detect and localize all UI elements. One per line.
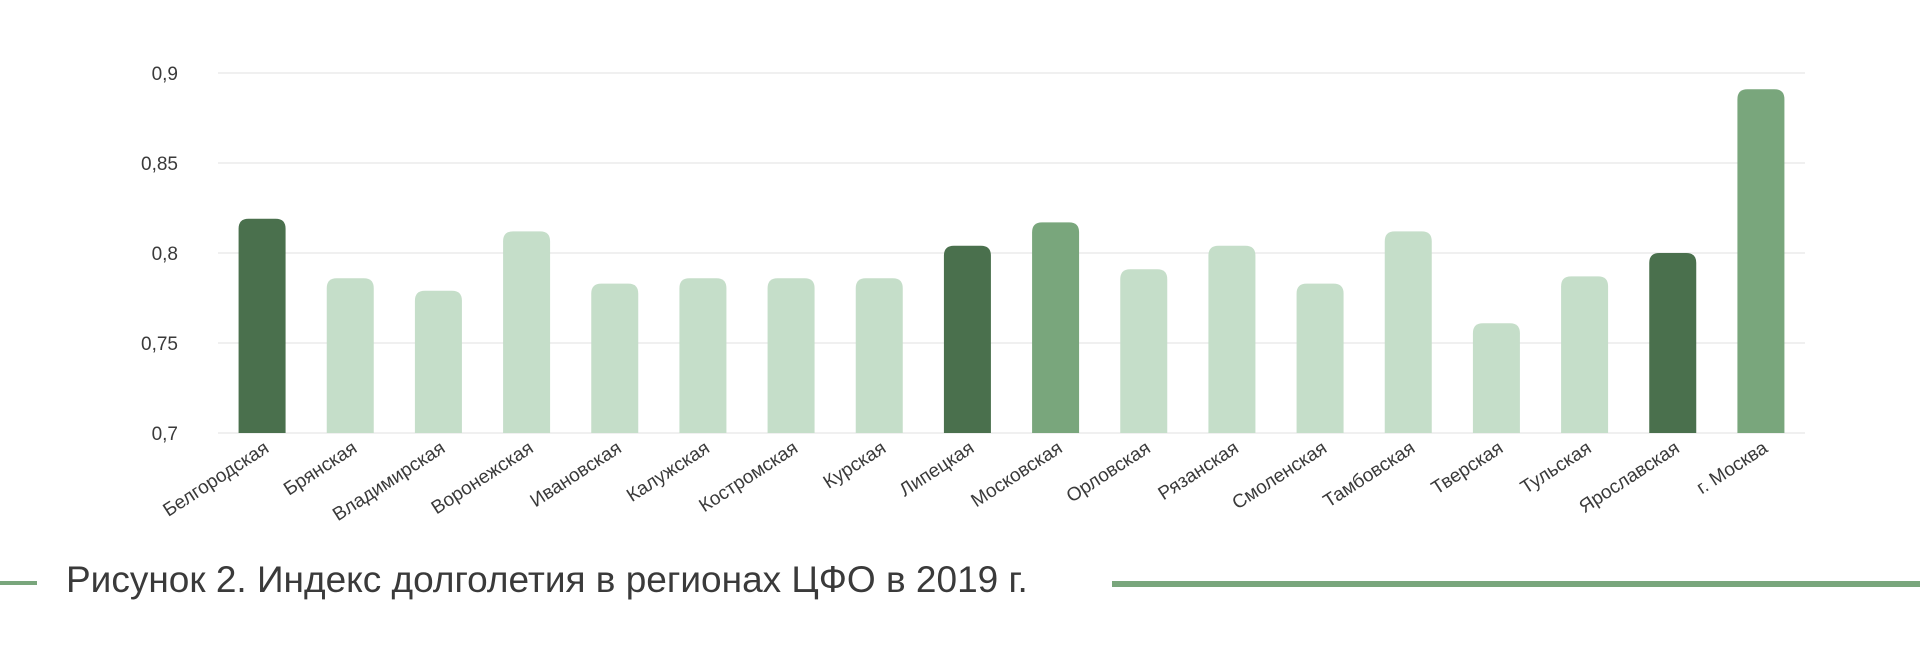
bar	[855, 278, 903, 433]
figure-caption: Рисунок 2. Индекс долголетия в регионах …	[0, 553, 1920, 607]
caption-text: Рисунок 2. Индекс долголетия в регионах …	[66, 559, 1028, 600]
caption-rule-left	[0, 581, 37, 585]
x-tick-label: Липецкая	[896, 438, 978, 502]
bar	[1649, 253, 1697, 433]
y-tick-label: 0,7	[152, 424, 178, 445]
bar	[1737, 89, 1785, 433]
x-tick-label: г. Москва	[1693, 437, 1772, 498]
bar	[1208, 245, 1256, 433]
bar	[1384, 231, 1432, 433]
gridlines	[218, 72, 1805, 434]
bar	[1032, 222, 1080, 433]
bar	[591, 283, 639, 433]
x-tick-label: Рязанская	[1155, 438, 1243, 505]
y-tick-label: 0,75	[141, 334, 178, 355]
y-tick-label: 0,85	[141, 154, 178, 175]
bar	[1472, 323, 1520, 433]
bar	[414, 290, 462, 433]
x-tick-label: Ярославская	[1576, 438, 1684, 518]
bar	[1561, 276, 1609, 433]
x-tick-label: Ивановская	[527, 438, 626, 512]
bar	[238, 218, 286, 433]
x-tick-label: Курская	[820, 438, 890, 494]
x-tick-label: Брянская	[280, 438, 361, 501]
x-tick-label: Тверская	[1428, 438, 1507, 500]
x-tick-label: Тульская	[1517, 438, 1595, 499]
x-tick-label: Смоленская	[1229, 438, 1331, 515]
bar	[1120, 269, 1168, 433]
bar	[767, 278, 815, 433]
y-tick-label: 0,8	[152, 244, 178, 265]
caption-rule-right	[1112, 581, 1920, 587]
x-tick-label: Орловская	[1063, 438, 1155, 508]
x-tick-label: Костромская	[695, 438, 801, 517]
x-tick-label: Белгородская	[159, 438, 272, 522]
bar	[679, 278, 727, 433]
bar	[326, 278, 374, 433]
bar	[943, 245, 991, 433]
bar	[1296, 283, 1344, 433]
x-axis-labels: Белгородская БрянскаяВладимирскаяВоронежс…	[159, 437, 1771, 525]
y-tick-label: 0,9	[152, 64, 178, 85]
y-axis-ticks: 0,7 0,75 0,8 0,85 0,9	[141, 64, 178, 445]
bar-chart: 0,7 0,75 0,8 0,85 0,9 Белгородская БрянскаяВл…	[141, 64, 1805, 526]
x-tick-label: Тамбовская	[1320, 438, 1419, 513]
bars	[238, 89, 1785, 433]
bar	[503, 231, 551, 433]
x-tick-label: Московская	[968, 438, 1067, 512]
